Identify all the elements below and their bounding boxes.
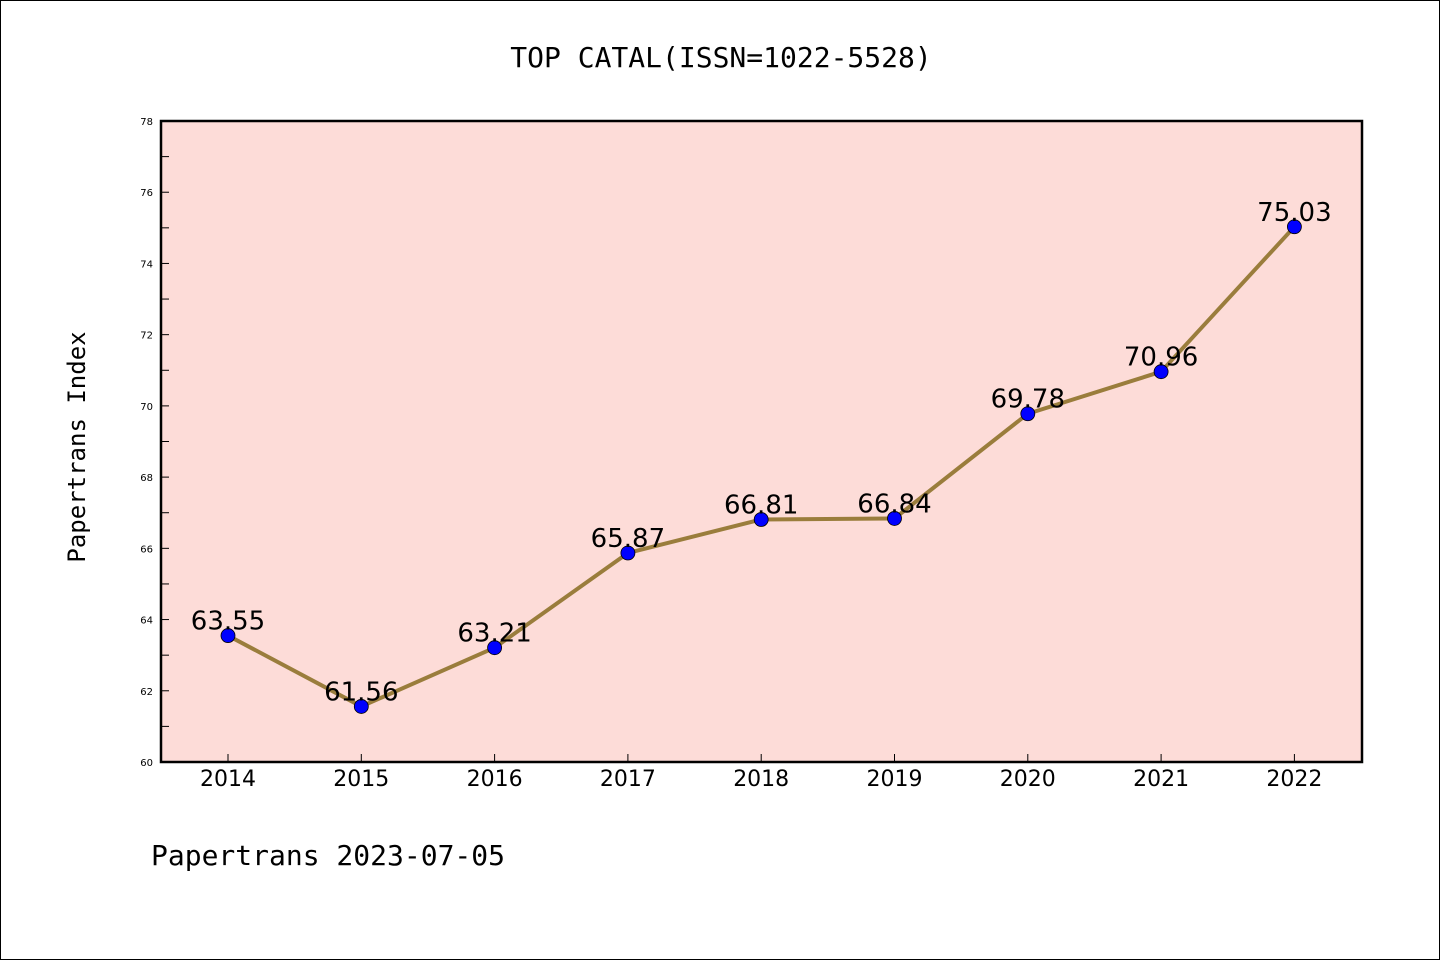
y-tick-label: 78 — [140, 117, 153, 128]
data-label: 61.56 — [324, 677, 398, 707]
data-point — [487, 640, 503, 656]
x-tick-label: 2017 — [600, 767, 656, 792]
y-tick-label: 70 — [140, 402, 153, 413]
data-point — [620, 545, 636, 561]
y-tick-label: 68 — [140, 473, 153, 484]
y-tick-label: 72 — [140, 331, 153, 342]
y-tick-label: 62 — [140, 687, 153, 698]
data-label: 66.81 — [724, 490, 798, 520]
x-tick-label: 2020 — [1000, 767, 1056, 792]
x-tick-label: 2021 — [1133, 767, 1189, 792]
data-label: 66.84 — [857, 489, 931, 519]
y-axis: 60 62 64 66 68 70 72 74 76 78 — [140, 117, 169, 769]
y-tick-label: 74 — [140, 259, 153, 270]
data-label: 69.78 — [991, 385, 1065, 415]
data-point — [1287, 219, 1302, 235]
data-point — [220, 628, 236, 643]
plot-area — [159, 119, 1364, 764]
y-tick-label: 60 — [140, 758, 153, 769]
data-point — [1153, 364, 1169, 380]
x-tick-label: 2015 — [333, 767, 389, 792]
data-label: 63.21 — [457, 619, 531, 649]
data-label: 63.55 — [191, 607, 265, 637]
y-tick-label: 66 — [140, 544, 153, 555]
x-tick-label: 2022 — [1266, 767, 1322, 792]
data-markers — [220, 219, 1302, 714]
x-tick-label: 2016 — [467, 767, 523, 792]
data-point — [887, 511, 902, 526]
data-label: 65.87 — [591, 524, 665, 554]
data-point — [353, 699, 369, 714]
footer-text: Papertrans 2023-07-05 — [151, 839, 505, 872]
chart-title: TOP CATAL(ISSN=1022-5528) — [510, 41, 931, 74]
data-point — [753, 512, 769, 527]
data-labels: 63.55 61.56 63.21 65.87 66.81 66.84 69.78 70.96… — [191, 198, 1332, 708]
data-label: 70.96 — [1124, 343, 1198, 373]
x-axis: 2014 2015 2016 2017 2018 2019 2020 2021 2022 — [200, 754, 1322, 792]
x-tick-label: 2019 — [867, 767, 923, 792]
x-tick-label: 2018 — [733, 767, 789, 792]
y-tick-label: 76 — [140, 188, 153, 199]
y-axis-label: Papertrans Index — [63, 331, 91, 562]
x-tick-label: 2014 — [200, 767, 256, 792]
data-point — [1020, 406, 1036, 422]
y-tick-label: 64 — [140, 616, 153, 627]
data-label: 75.03 — [1257, 198, 1331, 228]
